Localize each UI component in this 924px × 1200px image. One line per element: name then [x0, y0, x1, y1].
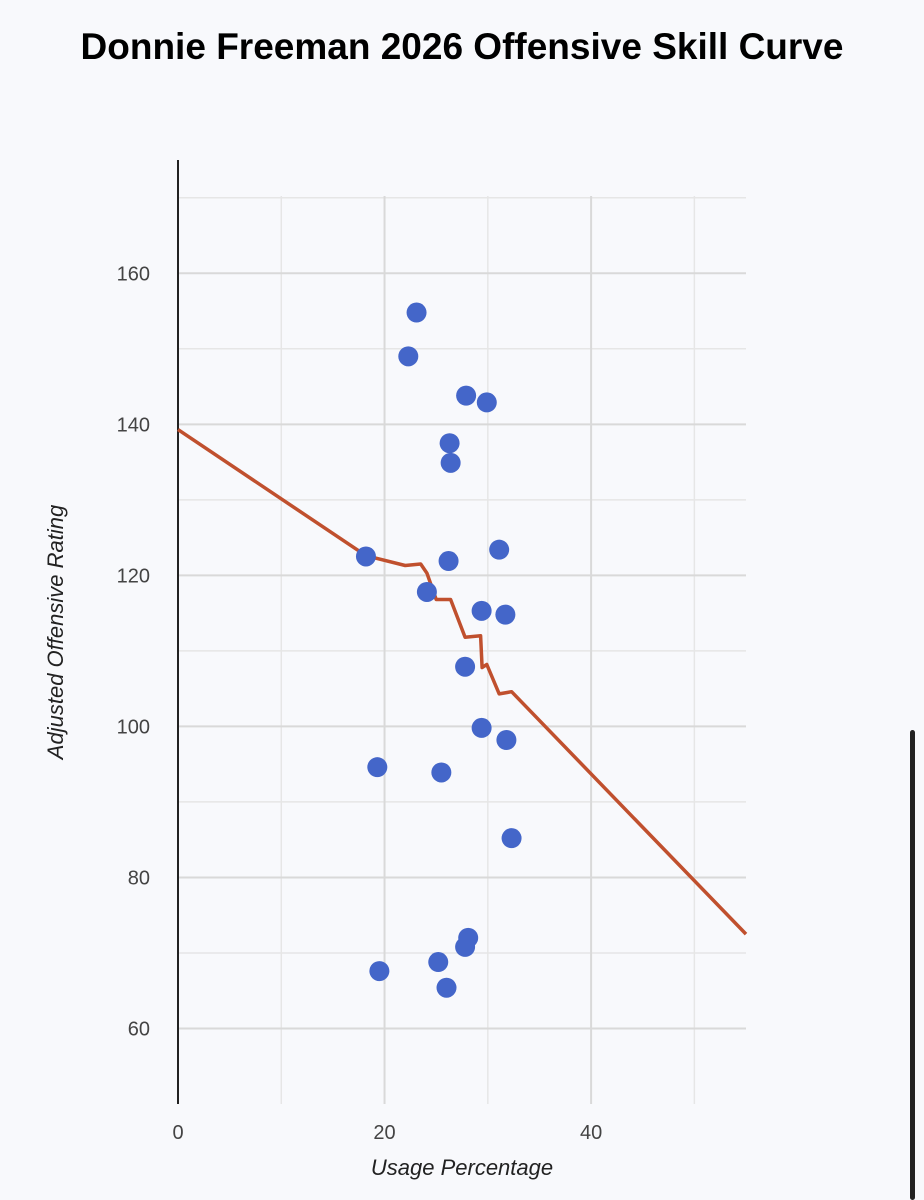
y-tick-label: 80 — [128, 867, 150, 889]
x-tick-label: 20 — [373, 1122, 395, 1144]
data-point — [398, 346, 419, 367]
data-point — [476, 392, 497, 413]
data-point — [456, 385, 477, 406]
data-point — [369, 961, 390, 982]
x-tick-label: 0 — [172, 1122, 183, 1144]
y-tick-label: 140 — [117, 414, 150, 436]
data-point — [439, 433, 460, 454]
scrollbar[interactable] — [910, 730, 915, 1200]
data-point — [367, 757, 388, 778]
chart-title: Donnie Freeman 2026 Offensive Skill Curv… — [80, 26, 844, 67]
x-axis-title: Usage Percentage — [371, 1155, 553, 1180]
grid-lines — [178, 196, 746, 1104]
y-tick-label: 120 — [117, 565, 150, 587]
data-point — [436, 977, 457, 998]
data-point — [471, 717, 492, 738]
y-axis-title: Adjusted Offensive Rating — [43, 504, 68, 761]
data-point — [355, 546, 376, 567]
skill-curve-layer — [177, 428, 748, 936]
data-point — [440, 452, 461, 473]
data-point — [496, 729, 517, 750]
data-point — [428, 952, 449, 973]
data-point — [471, 600, 492, 621]
x-tick-label: 40 — [580, 1122, 602, 1144]
tick-labels: 60 80 100 120 140 160 0 20 40 — [117, 263, 603, 1144]
data-point — [438, 551, 459, 572]
data-points — [355, 302, 522, 998]
data-point — [455, 936, 476, 957]
y-tick-label: 100 — [117, 716, 150, 738]
data-point — [406, 302, 427, 323]
skill-curve-line — [177, 428, 748, 936]
data-point — [501, 828, 522, 849]
data-point — [455, 656, 476, 677]
y-tick-label: 160 — [117, 263, 150, 285]
data-point — [495, 604, 516, 625]
data-point — [416, 581, 437, 602]
y-tick-label: 60 — [128, 1018, 150, 1040]
data-point — [489, 539, 510, 560]
data-point — [431, 762, 452, 783]
